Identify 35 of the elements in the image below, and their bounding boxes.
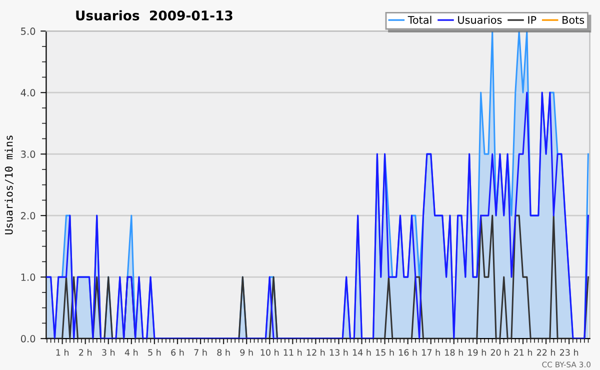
chart-title: Usuarios 2009-01-13 (76, 10, 232, 20)
y-tick-label: 3.0 (21, 150, 36, 158)
x-tick-label: 11 h (284, 348, 302, 356)
x-tick-label: 21 h (514, 348, 532, 356)
x-tick-label: 12 h (306, 348, 325, 356)
y-tick-label: 5.0 (21, 28, 36, 35)
y-axis-title: Usuarios/10 mins (4, 136, 14, 234)
y-tick-label: 2.0 (21, 212, 36, 220)
y-tick-label: 1.0 (21, 274, 36, 281)
x-tick-label: 2 h (79, 348, 92, 356)
x-tick-label: 6 h (171, 348, 184, 356)
x-tick-label: 8 h (217, 348, 230, 356)
x-tick-label: 22 h (536, 348, 556, 356)
x-tick-label: 16 h (399, 348, 417, 356)
x-tick-label: 3 h (102, 348, 115, 356)
x-tick-label: 4 h (124, 348, 138, 356)
x-tick-label: 18 h (445, 348, 463, 356)
y-tick-label: 0.0 (20, 335, 36, 342)
y-tick-label: 4.0 (20, 89, 36, 96)
x-tick-label: 7 h (194, 348, 207, 356)
x-tick-label: 17 h (422, 348, 440, 356)
x-tick-label: 13 h (330, 348, 348, 356)
legend-label: Bots (562, 16, 584, 24)
legend-label: Usuarios (458, 16, 502, 24)
x-tick-label: 5 h (148, 348, 161, 356)
x-tick-label: 9 h (240, 348, 253, 356)
x-tick-label: 1 h (56, 348, 69, 356)
legend-label: IP (528, 16, 536, 24)
x-tick-label: 19 h (468, 348, 486, 356)
x-tick-label: 10 h (260, 348, 279, 356)
x-tick-label: 20 h (490, 348, 509, 356)
x-tick-label: 14 h (352, 348, 371, 356)
x-tick-label: 23 h (560, 348, 578, 356)
legend-label: Total (408, 16, 432, 24)
x-tick-label: 15 h (376, 348, 394, 356)
